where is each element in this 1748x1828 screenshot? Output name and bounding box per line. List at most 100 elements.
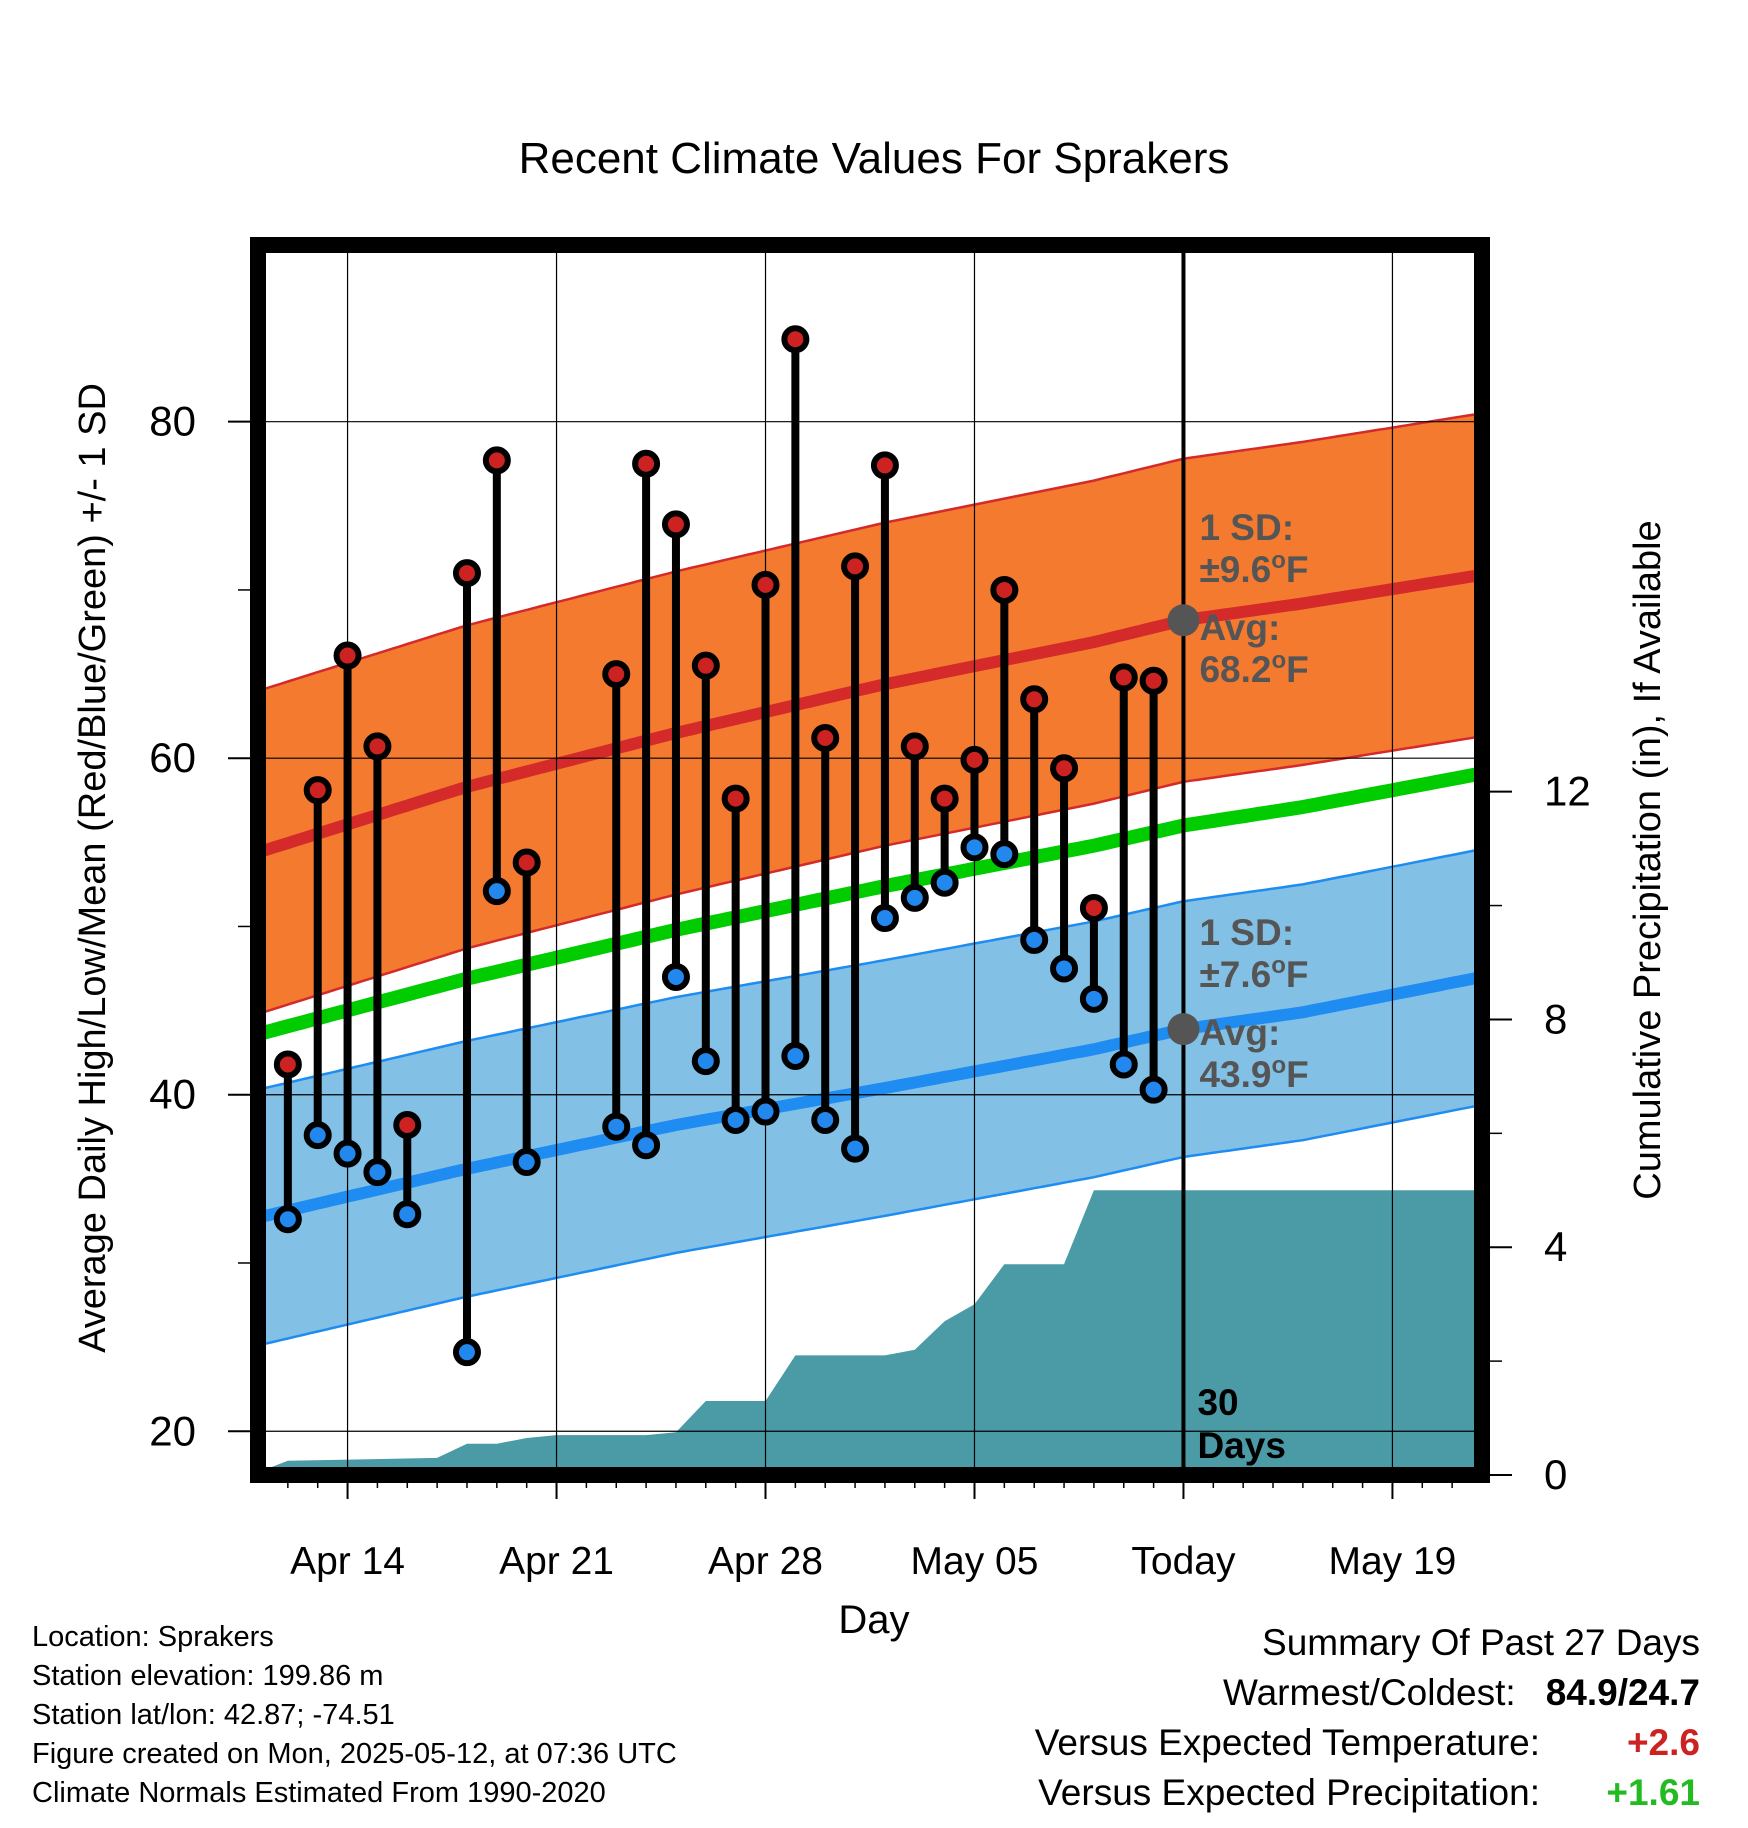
x-tick-label-2: Apr 28 [708,1540,823,1583]
normal-low-band [258,849,1482,1346]
daily-low-point-2025-04-14 [333,1139,362,1168]
daily-high-point-2025-04-25 [661,510,690,539]
daily-high-point-2025-05-04 [930,784,959,813]
daily-high-point-2025-05-10 [1109,663,1138,692]
precip-value: +1.61 [1606,1772,1700,1813]
daily-low-point-2025-05-02 [870,904,899,933]
normal-high-band-upper-edge [258,412,1482,693]
daily-low-point-2025-04-25 [661,962,690,991]
daily-high-point-2025-04-16 [393,1111,422,1140]
daily-low-point-2025-04-28 [751,1097,780,1126]
daily-low-point-2025-05-03 [900,883,929,912]
daily-low-point-2025-04-12 [273,1205,302,1234]
low-avg-label: Avg: [1199,1012,1280,1053]
high-sd-label: 1 SD: [1199,507,1294,548]
daily-high-point-2025-04-26 [691,651,720,680]
warm-cold-value: 84.9/24.7 [1545,1672,1700,1713]
daily-low-point-2025-04-13 [303,1121,332,1150]
high-avg-label: Avg: [1199,607,1280,648]
y2-tick-label-0: 0 [1544,1451,1567,1498]
daily-low-point-2025-04-19 [482,877,511,906]
summary-panel: Summary Of Past 27 Days Warmest/Coldest:… [1035,1618,1700,1818]
daily-high-point-2025-05-09 [1079,893,1108,922]
daily-high-point-2025-04-27 [721,784,750,813]
x-tick-label-1: Apr 21 [499,1540,614,1583]
y2-tick-label-4: 4 [1544,1223,1567,1270]
daily-low-point-2025-04-15 [363,1158,392,1187]
daily-high-point-2025-04-18 [452,559,481,588]
y-tick-label-20: 20 [149,1407,196,1454]
high-sd-value: ±9.6oF [1199,547,1308,590]
precip-label: Versus Expected Precipitation: [1038,1772,1540,1813]
summary-precip: Versus Expected Precipitation: +1.61 [1035,1768,1700,1818]
normal-low-band-upper-edge [258,847,1482,1091]
station-info: Location: Sprakers Station elevation: 19… [32,1618,677,1813]
daily-low-point-2025-04-24 [632,1131,661,1160]
daily-high-point-2025-04-12 [273,1050,302,1079]
daily-high-point-2025-05-06 [990,575,1019,604]
daily-high-point-2025-05-01 [841,552,870,581]
temp-label: Versus Expected Temperature: [1034,1722,1540,1763]
daily-low-point-2025-05-04 [930,868,959,897]
summary-warm-cold: Warmest/Coldest: 84.9/24.7 [1035,1668,1700,1718]
daily-high-point-2025-05-03 [900,732,929,761]
daily-low-point-2025-04-18 [452,1338,481,1367]
daily-high-point-2025-05-11 [1139,666,1168,695]
daily-low-point-2025-05-11 [1139,1075,1168,1104]
y2-axis-label: Cumulative Precipitation (in), If Availa… [1627,520,1669,1199]
daily-low-point-2025-05-10 [1109,1050,1138,1079]
elevation-text: Station elevation: 199.86 m [32,1660,384,1692]
daily-low-point-2025-04-16 [393,1200,422,1229]
daily-high-point-2025-04-19 [482,446,511,475]
high-avg-value: 68.2oF [1199,647,1308,690]
normal-low-band-lower-edge [258,1103,1482,1347]
x-tick-label-5: May 19 [1328,1540,1456,1583]
x-tick-label-3: May 05 [911,1540,1039,1583]
x-tick-label-0: Apr 14 [290,1540,405,1583]
today-high-normal-marker [1167,604,1200,637]
normals-text: Climate Normals Estimated From 1990-2020 [32,1777,606,1809]
window-label-number: 30 [1197,1382,1238,1423]
daily-high-point-2025-04-28 [751,570,780,599]
low-sd-label: 1 SD: [1199,912,1294,953]
daily-high-point-2025-04-13 [303,776,332,805]
daily-low-point-2025-04-23 [602,1112,631,1141]
daily-high-point-2025-05-07 [1020,685,1049,714]
y-axis-label: Average Daily High/Low/Mean (Red/Blue/Gr… [72,383,114,1353]
daily-low-point-2025-05-08 [1050,954,1079,983]
daily-high-point-2025-05-05 [960,745,989,774]
daily-high-point-2025-04-20 [512,848,541,877]
low-avg-value: 43.9oF [1199,1052,1308,1095]
normal-high-line [258,568,1482,859]
daily-high-point-2025-04-29 [781,325,810,354]
location-text: Location: Sprakers [32,1621,274,1653]
cumulative-precip-area [258,1190,1482,1475]
daily-low-point-2025-04-20 [512,1148,541,1177]
x-tick-label-4: Today [1131,1540,1236,1583]
normal-high-band [258,413,1482,1014]
daily-low-point-2025-04-26 [691,1047,720,1076]
daily-high-point-2025-05-08 [1050,754,1079,783]
normal-high-band-lower-edge [258,735,1482,1016]
warm-cold-label: Warmest/Coldest: [1223,1672,1516,1713]
today-low-normal-marker [1167,1013,1200,1046]
summary-title: Summary Of Past 27 Days [1262,1622,1700,1663]
daily-high-point-2025-04-15 [363,732,392,761]
daily-low-point-2025-05-06 [990,840,1019,869]
y2-tick-label-12: 12 [1544,768,1591,815]
daily-high-point-2025-04-24 [632,449,661,478]
daily-low-point-2025-04-29 [781,1042,810,1071]
normal-mean-line [258,766,1482,1041]
x-axis-label: Day [838,1598,909,1642]
daily-low-point-2025-05-05 [960,833,989,862]
window-label-days: Days [1197,1425,1285,1466]
low-sd-value: ±7.6oF [1199,952,1308,995]
y-tick-label-80: 80 [149,398,196,445]
daily-high-point-2025-05-02 [870,451,899,480]
daily-low-point-2025-05-09 [1079,984,1108,1013]
daily-high-point-2025-04-23 [602,660,631,689]
temp-value: +2.6 [1626,1722,1700,1763]
chart-title: Recent Climate Values For Sprakers [519,134,1230,183]
daily-low-point-2025-04-30 [811,1105,840,1134]
